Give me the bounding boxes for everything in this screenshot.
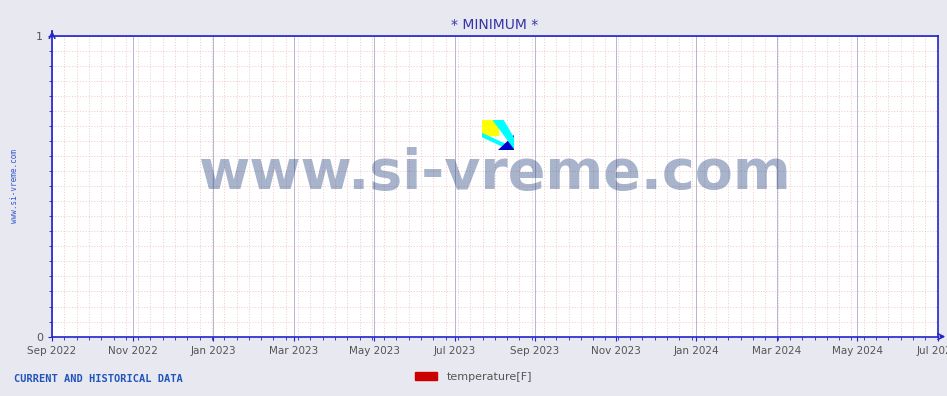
Bar [482, 120, 498, 135]
Text: www.si-vreme.com: www.si-vreme.com [199, 147, 791, 201]
Text: CURRENT AND HISTORICAL DATA: CURRENT AND HISTORICAL DATA [14, 374, 183, 384]
Title: * MINIMUM *: * MINIMUM * [451, 18, 539, 32]
Polygon shape [498, 135, 514, 150]
Polygon shape [482, 120, 498, 135]
Polygon shape [493, 120, 514, 148]
Polygon shape [482, 134, 514, 152]
Text: www.si-vreme.com: www.si-vreme.com [10, 149, 19, 223]
Legend: temperature[F]: temperature[F] [411, 367, 536, 386]
